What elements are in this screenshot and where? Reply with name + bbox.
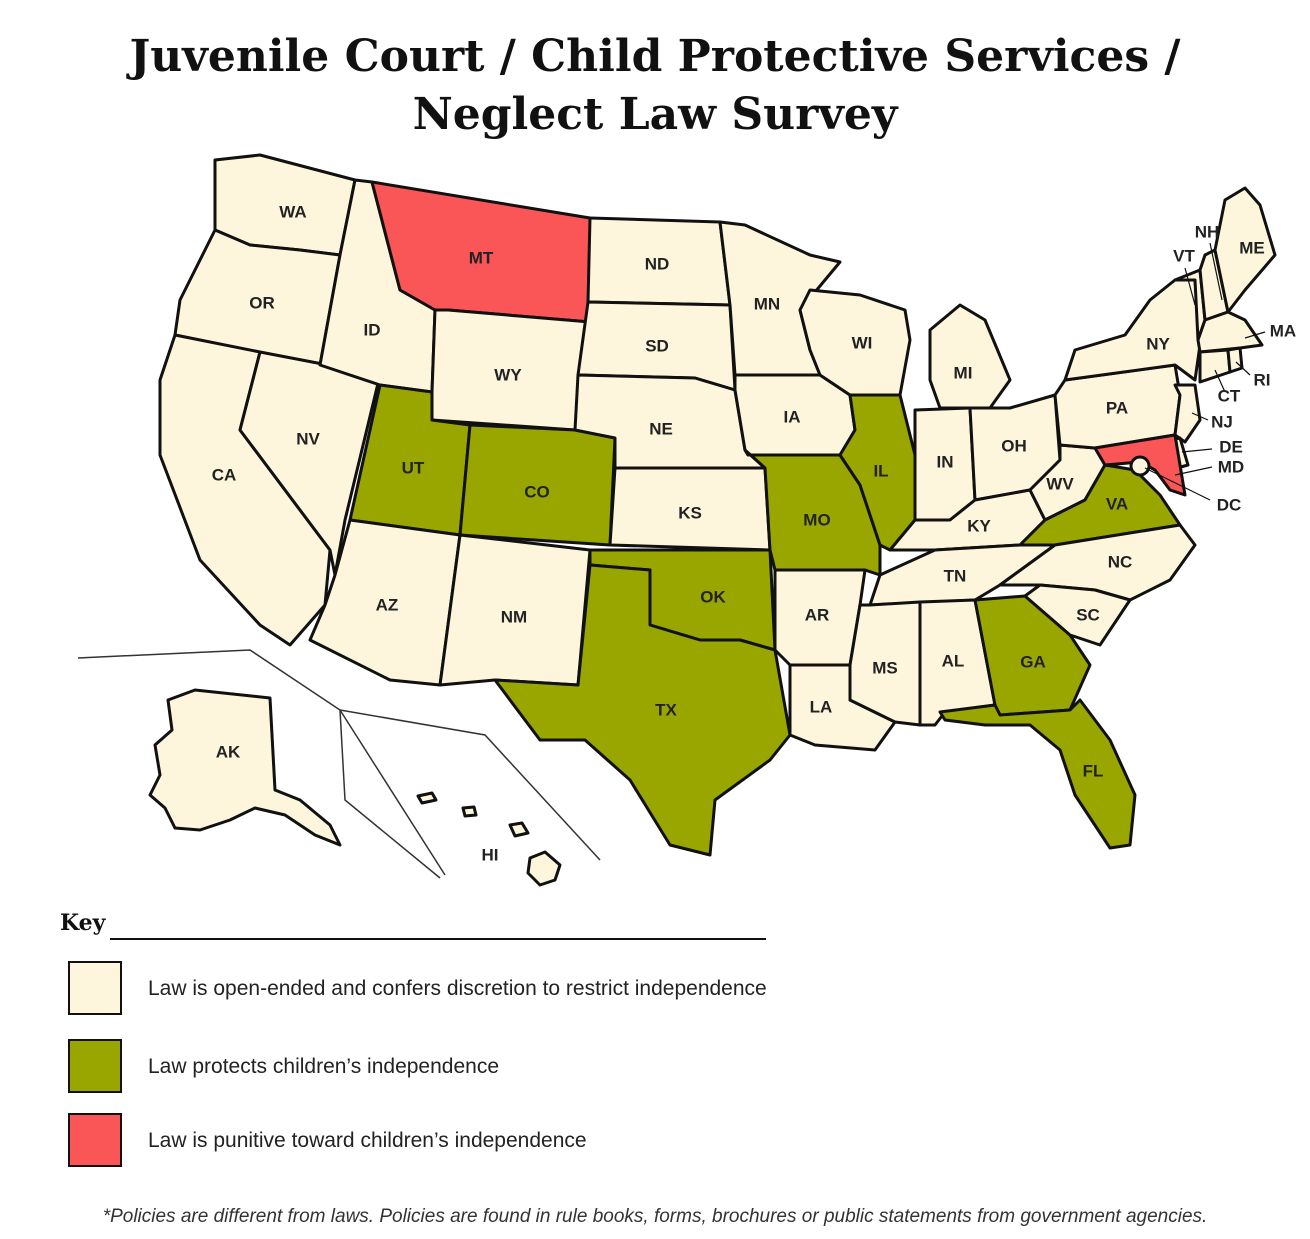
label-MA: MA — [1270, 321, 1296, 340]
label-FL: FL — [1083, 761, 1104, 780]
title-line-1: Juvenile Court / Child Protective Servic… — [129, 31, 1181, 82]
key-title: Key — [60, 910, 106, 936]
label-CO: CO — [524, 482, 550, 501]
state-TX — [493, 563, 792, 857]
label-SD: SD — [645, 336, 669, 355]
label-DC: DC — [1217, 495, 1242, 514]
state-FL — [938, 698, 1137, 850]
label-VT: VT — [1173, 246, 1195, 265]
label-OR: OR — [249, 293, 275, 312]
hi-island-2 — [461, 805, 478, 818]
state-MD — [1093, 433, 1187, 497]
label-MO: MO — [803, 510, 830, 529]
label-NH: NH — [1195, 222, 1220, 241]
state-DC — [1129, 455, 1151, 477]
label-ND: ND — [645, 254, 670, 273]
label-WY: WY — [494, 365, 522, 384]
state-ME — [1213, 186, 1277, 314]
state-NY — [1063, 278, 1202, 382]
label-OH: OH — [1001, 436, 1027, 455]
label-HI: HI — [482, 845, 499, 864]
label-WI: WI — [852, 333, 873, 352]
state-HI — [526, 850, 562, 887]
label-CT: CT — [1218, 386, 1241, 405]
key-swatch-punitive — [68, 1113, 122, 1167]
footnote: *Policies are different from laws. Polic… — [102, 1206, 1208, 1227]
state-IL — [838, 393, 917, 552]
label-MT: MT — [469, 248, 494, 267]
key-swatch-open — [68, 961, 122, 1015]
label-VA: VA — [1106, 494, 1128, 513]
label-PA: PA — [1106, 398, 1128, 417]
label-MI: MI — [954, 363, 973, 382]
label-AL: AL — [942, 651, 965, 670]
label-DE: DE — [1219, 437, 1243, 456]
label-NV: NV — [296, 429, 320, 448]
us-map: WA OR CA ID NV MT WY UT CO AZ NM ND SD N… — [77, 153, 1297, 887]
label-MD: MD — [1218, 457, 1244, 476]
key-item-protects: Law protects children’s independence — [68, 1039, 868, 1095]
label-WV: WV — [1046, 474, 1074, 493]
label-NY: NY — [1146, 334, 1170, 353]
leader-lines — [1144, 242, 1266, 501]
label-NM: NM — [501, 607, 527, 626]
label-ID: ID — [364, 320, 381, 339]
label-TN: TN — [944, 566, 967, 585]
title-line-2: Neglect Law Survey — [412, 89, 898, 140]
label-AZ: AZ — [376, 595, 399, 614]
label-MN: MN — [754, 294, 780, 313]
label-KS: KS — [678, 503, 702, 522]
label-NJ: NJ — [1211, 412, 1233, 431]
label-NE: NE — [649, 419, 673, 438]
key-label-punitive: Law is punitive toward children’s indepe… — [148, 1129, 587, 1152]
label-WA: WA — [279, 202, 306, 221]
key-item-punitive: Law is punitive toward children’s indepe… — [68, 1113, 868, 1169]
state-labels: WA OR CA ID NV MT WY UT CO AZ NM ND SD N… — [212, 202, 1297, 864]
label-IA: IA — [784, 407, 801, 426]
inset-divider-3 — [339, 709, 601, 861]
label-CA: CA — [212, 465, 237, 484]
inset-divider — [77, 649, 446, 876]
label-RI: RI — [1254, 370, 1271, 389]
key-underline — [110, 938, 766, 940]
label-AK: AK — [216, 742, 241, 761]
label-NC: NC — [1108, 552, 1133, 571]
inset-divider-2 — [339, 709, 441, 879]
label-UT: UT — [402, 458, 425, 477]
label-AR: AR — [805, 605, 830, 624]
label-MS: MS — [872, 658, 898, 677]
key-label-protects: Law protects children’s independence — [148, 1055, 500, 1078]
state-MA — [1196, 310, 1264, 354]
state-MI — [928, 303, 1012, 410]
label-TX: TX — [655, 700, 677, 719]
hi-island-1 — [508, 821, 530, 838]
label-IL: IL — [873, 461, 888, 480]
state-CT — [1198, 348, 1232, 384]
label-OK: OK — [700, 587, 726, 606]
label-IN: IN — [937, 452, 954, 471]
key-label-open: Law is open-ended and confers discretion… — [148, 977, 767, 1000]
state-AK — [148, 688, 342, 847]
key-swatch-protects — [68, 1039, 122, 1093]
label-GA: GA — [1020, 652, 1046, 671]
label-KY: KY — [967, 516, 991, 535]
label-LA: LA — [810, 697, 833, 716]
state-SC — [1023, 583, 1132, 647]
map-title: Juvenile Court / Child Protective Servic… — [0, 28, 1310, 144]
label-SC: SC — [1076, 605, 1100, 624]
state-RI — [1226, 346, 1244, 374]
state-NJ — [1173, 383, 1202, 444]
label-ME: ME — [1239, 238, 1265, 257]
hi-island-3 — [416, 791, 438, 805]
key-item-open: Law is open-ended and confers discretion… — [68, 961, 868, 1017]
